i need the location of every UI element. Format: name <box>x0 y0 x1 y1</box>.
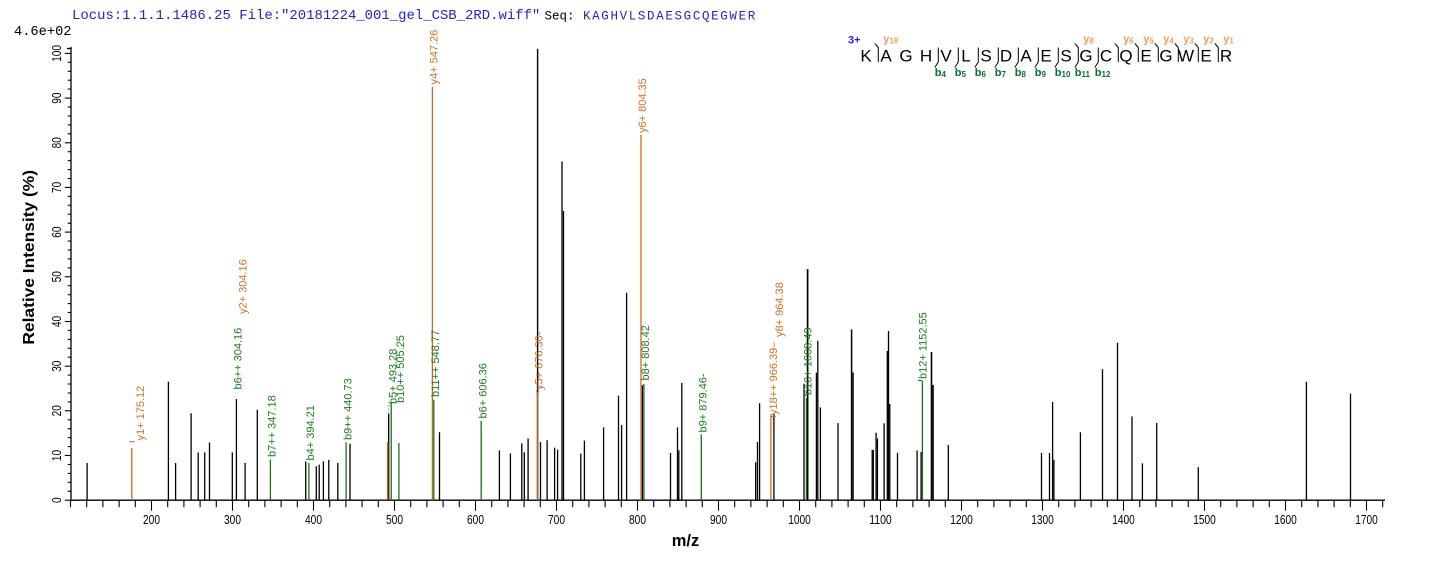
svg-text:b6+ 606.36: b6+ 606.36 <box>477 363 489 418</box>
svg-text:y18++ 966.39–: y18++ 966.39– <box>768 341 780 415</box>
svg-text:b8: b8 <box>1015 67 1027 79</box>
svg-text:y4: y4 <box>1163 34 1174 46</box>
svg-text:y8+ 964.38: y8+ 964.38 <box>774 282 786 337</box>
svg-text:b10+ 1008.49: b10+ 1008.49 <box>803 327 815 395</box>
svg-text:800: 800 <box>629 512 646 527</box>
svg-text:1500: 1500 <box>1193 512 1216 527</box>
svg-text:1700: 1700 <box>1355 512 1378 527</box>
svg-text:b7: b7 <box>995 67 1007 79</box>
svg-text:y5+ 676.30-: y5+ 676.30- <box>534 331 546 390</box>
svg-text:b10: b10 <box>1055 67 1071 79</box>
svg-text:b9+ 879.46-: b9+ 879.46- <box>698 373 710 432</box>
svg-text:y5: y5 <box>1143 34 1154 46</box>
svg-text:Seq:: Seq: <box>545 10 575 24</box>
svg-text:y6+ 804.35: y6+ 804.35 <box>637 78 649 133</box>
svg-text:100: 100 <box>49 45 64 62</box>
svg-text:1400: 1400 <box>1112 512 1135 527</box>
svg-text:KAGHVLSDAESGCQEGWER: KAGHVLSDAESGCQEGWER <box>583 10 757 24</box>
svg-text:K: K <box>860 47 872 66</box>
svg-text:E: E <box>1040 47 1051 66</box>
svg-text:y1: y1 <box>1223 34 1234 46</box>
svg-text:G: G <box>1079 47 1092 66</box>
svg-text:y18: y18 <box>883 34 899 46</box>
svg-text:40: 40 <box>49 316 64 327</box>
svg-text:60: 60 <box>49 227 64 238</box>
svg-text:y3: y3 <box>1183 34 1194 46</box>
svg-text:20: 20 <box>49 405 64 416</box>
svg-text:b10++ 505.25: b10++ 505.25 <box>395 335 407 403</box>
svg-text:A: A <box>1020 47 1032 66</box>
svg-text:b12+ 1152.55: b12+ 1152.55 <box>918 312 930 379</box>
svg-text:b6++ 304.16: b6++ 304.16 <box>233 328 245 390</box>
svg-text:b5+ 493.28: b5+ 493.28 <box>387 349 399 404</box>
svg-text:4.6e+02: 4.6e+02 <box>14 25 72 40</box>
svg-text:b11: b11 <box>1075 67 1091 79</box>
svg-text:10: 10 <box>49 450 64 461</box>
svg-text:G: G <box>899 47 912 66</box>
svg-text:y8: y8 <box>1083 34 1094 46</box>
svg-text:300: 300 <box>224 512 241 527</box>
svg-text:b5: b5 <box>955 67 967 79</box>
svg-text:y4+ 547.26: y4+ 547.26 <box>429 30 441 85</box>
svg-text:A: A <box>880 47 892 66</box>
svg-text:600: 600 <box>467 512 484 527</box>
svg-text:H: H <box>920 47 932 66</box>
svg-text:b9: b9 <box>1035 67 1047 79</box>
svg-text:90: 90 <box>49 93 64 104</box>
svg-text:200: 200 <box>143 512 160 527</box>
svg-text:D: D <box>1000 47 1012 66</box>
svg-text:V: V <box>940 47 952 66</box>
svg-text:E: E <box>1140 47 1151 66</box>
svg-text:1000: 1000 <box>788 512 811 527</box>
svg-text:1200: 1200 <box>950 512 973 527</box>
svg-text:y6: y6 <box>1123 34 1134 46</box>
svg-text:b6: b6 <box>975 67 987 79</box>
svg-text:900: 900 <box>710 512 727 527</box>
svg-text:R: R <box>1220 47 1232 66</box>
svg-text:b11++ 548.77: b11++ 548.77 <box>430 330 442 397</box>
svg-text:G: G <box>1159 47 1172 66</box>
svg-text:b4: b4 <box>935 67 947 79</box>
svg-text:b9++ 440.73: b9++ 440.73 <box>342 378 354 440</box>
svg-text:b8+ 808.42: b8+ 808.42 <box>640 325 652 380</box>
svg-text:S: S <box>1060 47 1071 66</box>
svg-text:b12: b12 <box>1095 67 1111 79</box>
svg-text:500: 500 <box>386 512 403 527</box>
svg-text:y2: y2 <box>1203 34 1214 46</box>
svg-text:b7++ 347.18: b7++ 347.18 <box>267 395 279 457</box>
svg-text:1100: 1100 <box>869 512 892 527</box>
svg-text:W: W <box>1178 47 1194 66</box>
svg-text:70: 70 <box>49 182 64 193</box>
svg-text:Q: Q <box>1119 47 1132 66</box>
svg-text:Locus:1.1.1.1486.25 File:"2018: Locus:1.1.1.1486.25 File:"20181224_001_g… <box>72 9 540 24</box>
svg-text:m/z: m/z <box>672 532 700 550</box>
svg-text:E: E <box>1200 47 1211 66</box>
svg-text:y2+ 304.16: y2+ 304.16 <box>238 259 250 314</box>
svg-text:30: 30 <box>49 361 64 372</box>
svg-text:y1+ 175.12: y1+ 175.12 <box>135 386 147 441</box>
svg-text:0: 0 <box>49 497 64 503</box>
svg-text:400: 400 <box>305 512 322 527</box>
svg-text:80: 80 <box>49 137 64 148</box>
svg-text:3+: 3+ <box>848 35 861 47</box>
svg-text:1300: 1300 <box>1031 512 1054 527</box>
svg-text:S: S <box>980 47 991 66</box>
svg-text:b4+ 394.21: b4+ 394.21 <box>305 405 317 460</box>
svg-text:C: C <box>1100 47 1112 66</box>
svg-text:L: L <box>961 47 970 66</box>
svg-text:700: 700 <box>548 512 565 527</box>
svg-text:50: 50 <box>49 271 64 282</box>
svg-text:Relative Intensity (%): Relative Intensity (%) <box>21 170 38 345</box>
svg-text:1600: 1600 <box>1274 512 1297 527</box>
